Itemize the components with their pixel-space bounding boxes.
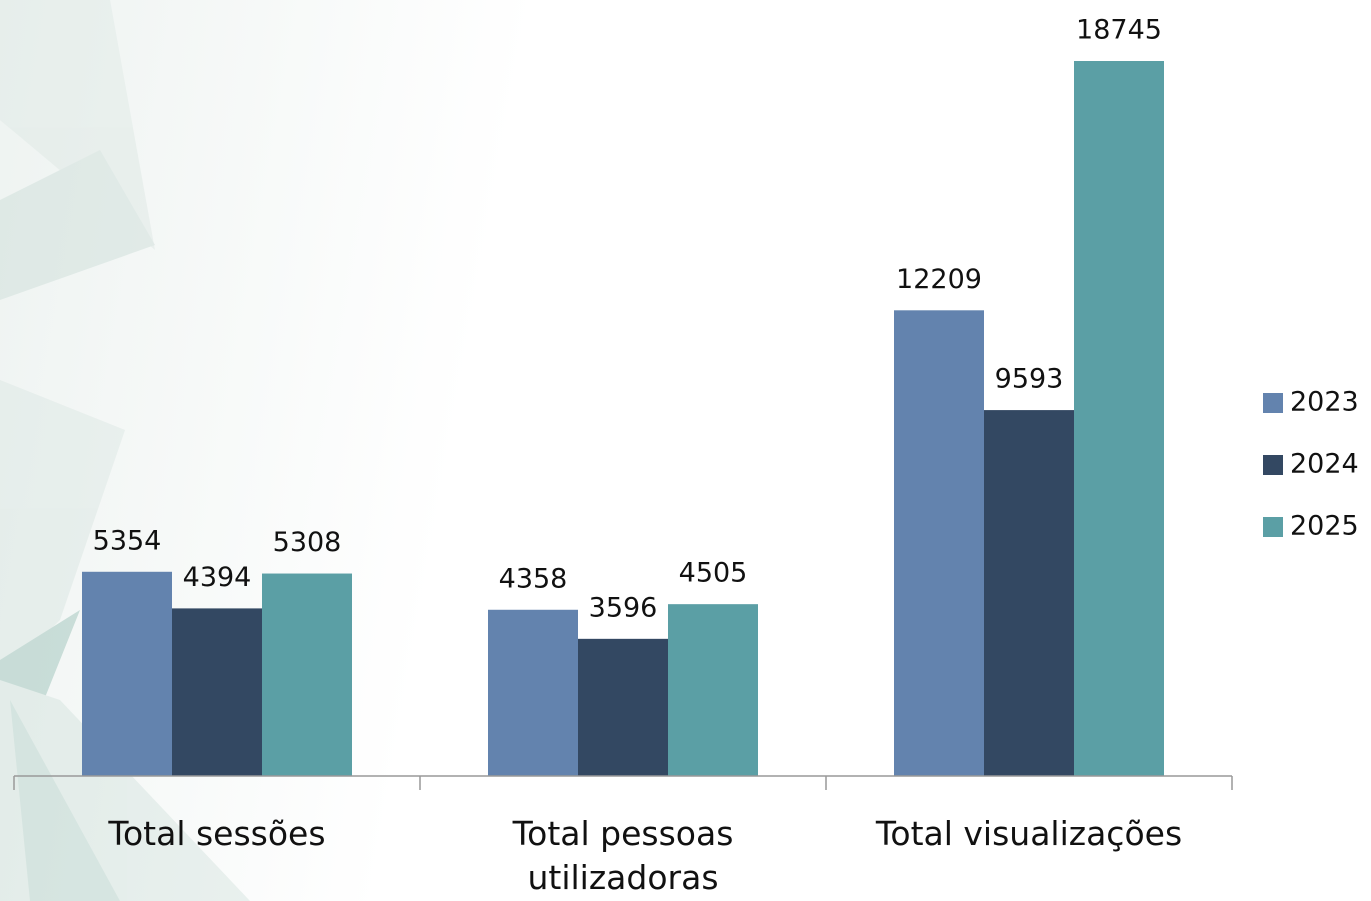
data-label: 4505 [679, 558, 748, 589]
bar [894, 310, 984, 776]
data-label: 12209 [896, 264, 982, 295]
data-label: 5354 [93, 525, 162, 556]
data-label: 4394 [183, 562, 252, 593]
legend-swatch [1263, 517, 1283, 537]
bar [1074, 61, 1164, 776]
decoration [0, 0, 250, 901]
bar [984, 410, 1074, 776]
x-tick-label: Total visualizações [875, 814, 1183, 853]
data-label: 9593 [995, 364, 1064, 395]
bar [262, 573, 352, 776]
bar [172, 608, 262, 776]
legend-label: 2024 [1290, 449, 1359, 480]
data-label: 3596 [589, 592, 658, 623]
legend-label: 2023 [1290, 387, 1359, 418]
legend-swatch [1263, 393, 1283, 413]
bar [488, 609, 578, 776]
bar [82, 571, 172, 776]
legend-label: 2025 [1290, 511, 1359, 542]
data-label: 5308 [273, 527, 342, 558]
x-tick-label: Total sessões [108, 814, 326, 853]
data-label: 4358 [499, 563, 568, 594]
x-tick-label: Total pessoas utilizadoras [512, 814, 734, 897]
bar [668, 604, 758, 776]
legend-swatch [1263, 455, 1283, 475]
data-label: 18745 [1076, 15, 1162, 46]
bar [578, 638, 668, 776]
